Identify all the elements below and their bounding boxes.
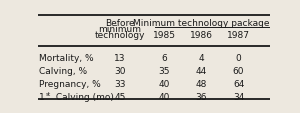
Text: 34: 34 xyxy=(233,92,244,101)
Text: 1: 1 xyxy=(39,92,44,101)
Text: technology: technology xyxy=(95,31,145,40)
Text: Minimum technology package: Minimum technology package xyxy=(133,18,270,27)
Text: 45: 45 xyxy=(114,92,126,101)
Text: 6: 6 xyxy=(161,54,167,63)
Text: 48: 48 xyxy=(196,79,207,88)
Text: 35: 35 xyxy=(158,67,170,76)
Text: 40: 40 xyxy=(158,79,170,88)
Text: Calving (mo): Calving (mo) xyxy=(52,92,113,101)
Text: 33: 33 xyxy=(114,79,126,88)
Text: 1985: 1985 xyxy=(153,31,176,40)
Text: 13: 13 xyxy=(114,54,126,63)
Text: 44: 44 xyxy=(196,67,207,76)
Text: st: st xyxy=(46,91,51,96)
Text: 1987: 1987 xyxy=(227,31,250,40)
Text: 64: 64 xyxy=(233,79,244,88)
Text: Mortality, %: Mortality, % xyxy=(39,54,93,63)
Text: Pregnancy, %: Pregnancy, % xyxy=(39,79,100,88)
Text: 4: 4 xyxy=(199,54,204,63)
Text: Calving, %: Calving, % xyxy=(39,67,87,76)
Text: 0: 0 xyxy=(236,54,242,63)
Text: 40: 40 xyxy=(158,92,170,101)
Text: minimum: minimum xyxy=(98,24,142,33)
Text: 60: 60 xyxy=(233,67,244,76)
Text: Before: Before xyxy=(105,18,135,27)
Text: 1986: 1986 xyxy=(190,31,213,40)
Text: 30: 30 xyxy=(114,67,126,76)
Text: 36: 36 xyxy=(196,92,207,101)
